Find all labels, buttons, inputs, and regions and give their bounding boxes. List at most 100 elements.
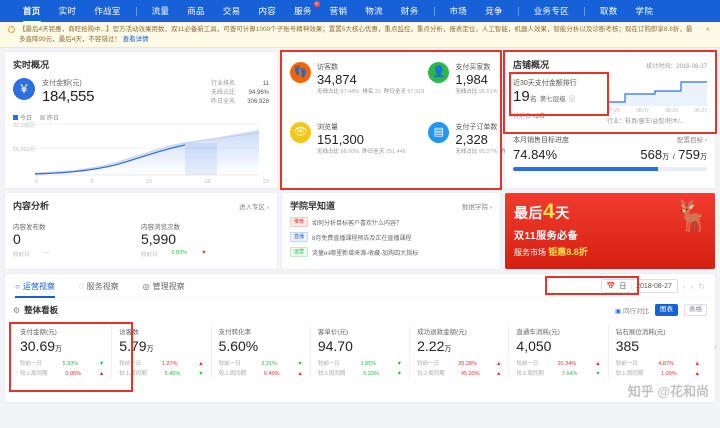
board-metric-value: 4,050 xyxy=(516,338,552,354)
board-metric-cell[interactable]: 成功退款金额(元) 2.22万 较前一日 20.28% ▲ 较上周同期 45.93% ▲ xyxy=(410,326,510,379)
school-list-item[interactable]: 推荐 如何分析目标客户喜欢什么内容？ xyxy=(290,217,492,227)
date-unit[interactable]: 日 xyxy=(619,283,627,290)
board-metric-cell[interactable]: 访客数 5.79万 较前一日 1.27% ▲ 较上周同期 5.46% ▼ xyxy=(112,326,212,379)
nav-item-8[interactable]: 服务 9 xyxy=(285,1,321,17)
metric-card-visitors[interactable]: 👣 访客数 34,874 无线占比 97.44% 排名 21 昨日全天 57,919 xyxy=(288,60,426,120)
board-compare1-value: 4.87% xyxy=(658,361,674,367)
board-metric-value: 2.22 xyxy=(417,338,445,354)
trend-up-icon: ▲ xyxy=(495,361,502,367)
peer-compare-toggle[interactable]: ▣ 同行对比 xyxy=(615,305,649,315)
legend-item[interactable]: 昨日 xyxy=(40,113,59,122)
promo-banner[interactable]: 最后4天 双11服务必备 服务市场 钜惠8.8折 🦌 xyxy=(505,193,715,269)
school-item-text: 如何分析目标客户喜欢什么内容？ xyxy=(312,220,403,227)
realtime-x-axis: 0 6 12 18 23 xyxy=(35,179,269,185)
chart-toggle-icon: ▣ xyxy=(615,308,622,315)
date-controls: 📅 日 | 2018-08-27 ‹ › ↻ xyxy=(600,279,705,293)
nav-item-6[interactable]: 交易 xyxy=(214,5,250,17)
y-tick-mid: 16,003万 xyxy=(13,147,36,153)
metric-card-pageviews[interactable]: 👁 浏览量 151,300 无线占比 98.60% 昨日全天 251,446 xyxy=(288,120,426,180)
board-metric-cell[interactable]: 客单价(元) 94.70 较前一日 1.85% ▼ 较上周同期 5.33% ▼ xyxy=(311,326,411,379)
x-tick: 0 xyxy=(35,179,39,185)
school-list-item[interactable]: 运营 流量из哪里新增来源-收藏-加购四大指标 xyxy=(290,247,492,257)
board-metric-cell[interactable]: 支付转化率 5.60% 较前一日 3.31% ▼ 较上周同期 6.40% ▲ xyxy=(212,326,311,379)
close-icon[interactable]: × xyxy=(705,25,710,34)
realtime-side-stat: 行业排名 11 xyxy=(211,80,269,89)
content-zone-link[interactable]: 进入专区 › xyxy=(239,204,269,211)
legend-item[interactable]: 今日 xyxy=(13,113,32,122)
content-metric-label: 内容发布数 xyxy=(13,224,46,231)
shop-goal-current: 568 xyxy=(640,147,663,162)
nav-item-10[interactable]: 物流 xyxy=(356,5,392,17)
nav-item-5[interactable]: 商品 xyxy=(178,5,214,17)
board-metric-value: 30.69 xyxy=(20,338,56,354)
shop-tier: 第七层级 xyxy=(539,96,566,103)
nav-item-13[interactable]: 市场 xyxy=(441,5,477,17)
data-school-link[interactable]: 数据学院 › xyxy=(462,204,492,211)
metric-name: 支付买家数 xyxy=(455,64,491,71)
shop-mini-chart: 07-29 08-07 08-15 08-27 行业：鞋真/童车/益智/积木/... xyxy=(603,78,707,125)
nav-item-7[interactable]: 内容 xyxy=(249,5,285,17)
trend-down-icon: ▼ xyxy=(98,361,105,367)
y-tick-top: 32,005万 xyxy=(13,123,36,129)
settings-icon[interactable]: ⚙ xyxy=(13,305,21,315)
school-card: 学院早知道 数据学院 › 推荐 如何分析目标客户喜欢什么内容？ 直播 8月免费直播课程… xyxy=(282,193,500,269)
nav-item-0[interactable]: 首页 xyxy=(14,5,50,23)
notification-detail-link[interactable]: 查看详情 xyxy=(122,36,149,43)
nav-item-2[interactable]: 作战室 xyxy=(85,5,129,17)
board-metric-cell[interactable]: 钻石展位消耗(元) 385 较前一日 4.87% ▲ 较上周同期 1.09% ▲ xyxy=(609,326,707,379)
yen-icon: ¥ xyxy=(13,78,35,100)
banner-line3-prefix: 服务市场 xyxy=(514,248,546,257)
metric-name: 访客数 xyxy=(317,64,338,71)
help-icon[interactable]: ⓘ xyxy=(568,96,576,103)
school-item-tag: 直播 xyxy=(290,232,309,242)
next-page-icon[interactable]: › xyxy=(713,342,717,353)
nav-item-16[interactable]: 业务专区 xyxy=(525,5,578,17)
chip-chart[interactable]: 图表 xyxy=(655,304,678,316)
tab-icon: ◎ xyxy=(142,281,150,291)
tab-0[interactable]: ○ 运营视察 xyxy=(15,274,65,298)
board-metric-label: 客单价(元) xyxy=(317,329,349,336)
stat-value: 11 xyxy=(262,81,269,87)
banner-discount: 钜惠8.8折 xyxy=(548,247,588,257)
tab-2[interactable]: ◎ 管理视察 xyxy=(143,274,195,298)
nav-item-19[interactable]: 学院 xyxy=(627,5,663,17)
notification-bar: ! 【最后4天钜惠，商旺抢购中...】官方活动效果用数，双11必备新工具，可查可… xyxy=(0,22,720,48)
trend-down-icon: ▼ xyxy=(198,371,204,377)
tab-1[interactable]: ◌ 服务视察 xyxy=(79,274,129,298)
shop-delta-label: 较前日 xyxy=(513,114,532,120)
stat-value: 94.96% xyxy=(248,90,269,96)
prev-date-icon[interactable]: ‹ xyxy=(682,281,686,291)
metric-name: 支付子订单数 xyxy=(455,124,498,131)
nav-item-label: 作战室 xyxy=(94,6,121,16)
trend-up-icon: ▲ xyxy=(694,361,700,367)
date-picker[interactable]: 📅 日 | 2018-08-27 xyxy=(600,279,678,293)
peer-compare-label: 同行对比 xyxy=(623,308,649,315)
configure-goal-link[interactable]: 配置目标 › xyxy=(677,137,707,144)
date-value[interactable]: 2018-08-27 xyxy=(636,282,672,290)
next-date-icon[interactable]: › xyxy=(690,281,694,291)
nav-item-9[interactable]: 营销 xyxy=(321,5,357,17)
top-navigation: 首页 实时 作战室 流量 商品 交易 内容 服务 9 营销 物流 财务 市场 竞争 业务专区 取数 学院 xyxy=(0,0,720,23)
nav-item-18[interactable]: 取数 xyxy=(591,5,627,17)
nav-item-14[interactable]: 竞争 xyxy=(476,5,512,17)
board-compare2-label: 较上周同期 xyxy=(119,371,147,377)
board-metric-cell[interactable]: 直通车消耗(元) 4,050 较前一日 20.34% ▲ 较上周同期 7.64% ▼ xyxy=(509,326,609,379)
nav-item-1[interactable]: 实时 xyxy=(50,5,86,17)
board-metric-cell[interactable]: 支付金额(元) 30.69万 较前一日 5.93% ▼ 较上周同期 0.05% ▲ xyxy=(13,326,113,379)
stat-value: 306,928 xyxy=(247,99,269,105)
nav-item-label: 实时 xyxy=(58,6,77,16)
nav-item-11[interactable]: 财务 xyxy=(392,5,428,17)
mini-x-tick: 08-07 xyxy=(636,108,649,114)
nav-separator xyxy=(135,6,137,16)
shop-overview-card: 店铺概况 统计时间：2018-08-27 近30天支付金额排行 19名 第七层级 ⓘ… xyxy=(503,50,717,188)
nav-item-4[interactable]: 流量 xyxy=(143,5,179,17)
school-list-item[interactable]: 直播 8月免费直播课程预告及正在直播课程 xyxy=(290,232,492,242)
board-compare1-label: 较前一日 xyxy=(615,361,638,367)
chip-table[interactable]: 表格 xyxy=(684,304,707,316)
calendar-icon: 📅 xyxy=(606,283,616,290)
shop-delta-value: 2名 xyxy=(535,114,546,120)
metric-sub-value: 21 xyxy=(374,89,381,95)
refresh-icon[interactable]: ↻ xyxy=(698,281,705,291)
mini-x-tick: 07-29 xyxy=(607,108,620,114)
nav-item-label: 学院 xyxy=(635,6,654,16)
